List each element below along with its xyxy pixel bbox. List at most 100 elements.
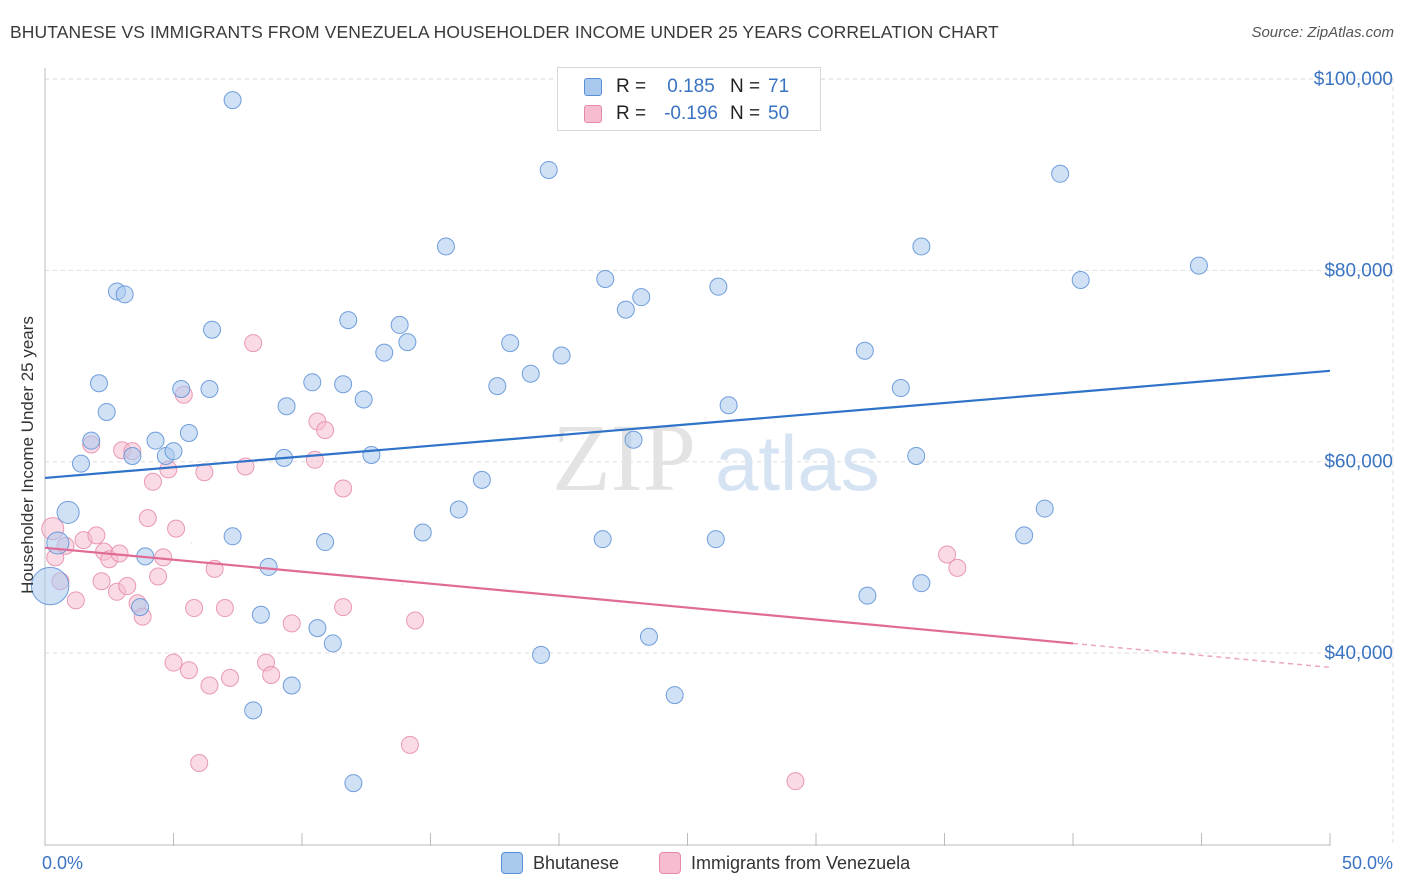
y-tick-label-60000: $60,000 [1324,452,1393,473]
venezuela-point-26 [179,661,198,680]
bhutanese-legend-label: Bhutanese [533,852,620,873]
bhutanese-point-15 [172,380,191,399]
bhutanese-point-51 [616,300,635,319]
venezuela-point-46 [786,772,805,791]
venezuela-point-35 [244,334,263,353]
venezuela-point-47 [938,545,957,564]
bhutanese-point-59 [855,341,874,360]
bhutanese-point-36 [375,343,394,362]
bhutanese-points [30,91,1208,793]
legend-row-bhutanese: R = 0.185 N = 71 [584,74,789,100]
bhutanese-point-52 [624,430,643,449]
venezuela-point-23 [164,653,183,672]
venezuela-point-37 [262,665,281,684]
axes [44,68,1331,846]
bhutanese-point-4 [82,431,101,450]
bhutanese-point-34 [354,390,373,409]
bhutanese-point-58 [719,396,738,415]
bhutanese-point-6 [97,402,116,421]
series-legend: Bhutanese Immigrants from Venezuela [0,852,1406,878]
bhutanese-point-54 [639,627,658,646]
source-label: Source: ZipAtlas.com [1251,24,1394,41]
bhutanese-point-3 [71,454,90,473]
venezuela-point-4 [66,591,85,610]
venezuela-legend-swatch [659,852,681,874]
bhutanese-point-35 [362,446,381,465]
venezuela-point-28 [190,753,209,772]
bhutanese-point-38 [398,333,417,352]
bhutanese-point-20 [223,527,242,546]
venezuela-point-27 [185,599,204,618]
bhutanese-point-19 [223,91,242,110]
trend-lines [44,369,1331,669]
y-tick-label-100000: $100,000 [1314,69,1393,90]
bhutanese-point-42 [472,470,491,489]
bhutanese-point-40 [436,237,455,256]
bhutanese-point-37 [390,315,409,334]
bhutanese-point-10 [131,598,150,617]
bhutanese-point-43 [488,377,507,396]
venezuela-point-19 [143,472,162,491]
bhutanese-point-12 [146,431,165,450]
bhutanese-n-value: 71 [768,76,790,97]
bhutanese-point-53 [632,288,651,307]
bhutanese-point-29 [316,533,335,552]
bhutanese-point-46 [532,645,551,664]
venezuela-point-45 [406,611,425,630]
y-tick-label-80000: $80,000 [1324,260,1393,281]
venezuela-point-32 [215,599,234,618]
watermark-zip: ZIP [552,404,696,511]
bhutanese-point-22 [251,605,270,624]
correlation-legend: R = 0.185 N = 71 R = -0.196 N = 50 [557,67,821,131]
bhutanese-point-18 [203,320,222,339]
bhutanese-point-49 [593,530,612,549]
venezuela-point-44 [400,735,419,754]
legend-item-bhutanese: Bhutanese [501,852,619,874]
bhutanese-point-66 [1051,164,1070,183]
bhutanese-point-48 [552,346,571,365]
bhutanese-point-62 [907,446,926,465]
bhutanese-point-16 [179,424,198,443]
bhutanese-point-39 [413,523,432,542]
bhutanese-point-65 [1035,499,1054,518]
bhutanese-point-14 [164,442,183,461]
bhutanese-point-2 [56,500,80,524]
legend-item-venezuela: Immigrants from Venezuela [659,852,910,874]
bhutanese-point-50 [596,270,615,289]
bhutanese-point-55 [665,686,684,705]
r-label: R = [616,103,647,124]
venezuela-swatch [584,105,602,123]
x-tick-label-max: 50.0% [1342,853,1393,873]
venezuela-legend-label: Immigrants from Venezuela [691,852,911,873]
y-tick-label-40000: $40,000 [1324,643,1393,664]
venezuela-points [41,334,967,791]
bhutanese-point-67 [1071,270,1090,289]
venezuela-point-7 [87,526,106,545]
venezuela-point-43 [334,598,353,617]
y-axis-label: Householder Income Under 25 years [18,316,37,594]
venezuela-point-30 [200,676,219,695]
x-tick-label-min: 0.0% [42,853,83,873]
venezuela-trend-line [44,546,1074,645]
venezuela-point-42 [334,479,353,498]
bhutanese-trend-line [44,369,1331,480]
venezuela-point-39 [305,450,324,469]
bhutanese-point-64 [1015,526,1034,545]
bhutanese-r-value: 0.185 [667,76,715,97]
bhutanese-point-28 [308,619,327,638]
bhutanese-point-47 [539,160,558,179]
bhutanese-point-63 [912,237,931,256]
venezuela-point-14 [118,577,137,596]
bhutanese-point-69 [912,574,931,593]
venezuela-point-18 [138,509,157,528]
bhutanese-point-60 [858,586,877,605]
tick-labels: $40,000 $60,000 $80,000 $100,000 0.0% 50.0% [42,69,1393,873]
bhutanese-point-26 [282,676,301,695]
chart-title: BHUTANESE VS IMMIGRANTS FROM VENEZUELA H… [10,22,999,42]
bhutanese-swatch [584,78,602,96]
legend-row-venezuela: R = -0.196 N = 50 [584,101,789,127]
bhutanese-point-25 [277,397,296,416]
bhutanese-point-27 [303,373,322,392]
venezuela-point-38 [282,614,301,633]
